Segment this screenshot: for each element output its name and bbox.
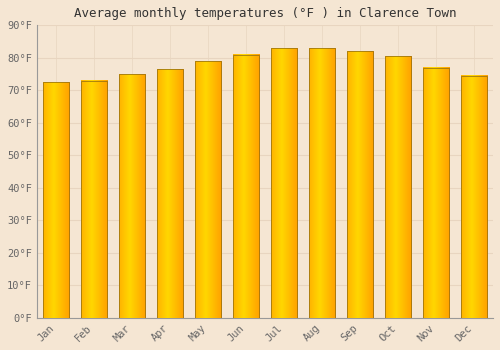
Bar	[42, 82, 69, 318]
Title: Average monthly temperatures (°F ) in Clarence Town: Average monthly temperatures (°F ) in Cl…	[74, 7, 456, 20]
Bar	[346, 51, 374, 318]
Bar	[118, 74, 145, 318]
Bar	[384, 56, 411, 318]
Bar	[422, 68, 450, 318]
Bar	[460, 76, 487, 318]
Bar	[308, 48, 336, 318]
Bar	[194, 61, 221, 318]
Bar	[80, 80, 107, 318]
Bar	[232, 55, 259, 318]
Bar	[270, 48, 297, 318]
Bar	[156, 69, 183, 318]
